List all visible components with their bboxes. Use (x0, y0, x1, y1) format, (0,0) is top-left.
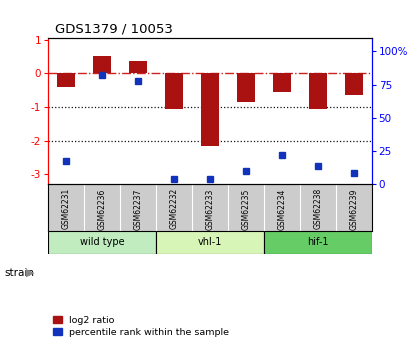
Text: vhl-1: vhl-1 (198, 237, 222, 247)
Bar (48, 230, 156, 254)
Text: GSM62232: GSM62232 (170, 188, 178, 229)
Text: GSM62239: GSM62239 (349, 188, 358, 229)
Bar (57, 73, 75, 88)
Bar (129, 60, 147, 73)
Bar (273, 73, 291, 92)
Bar (264, 230, 372, 254)
Bar (93, 56, 111, 73)
Text: ▶: ▶ (26, 268, 34, 277)
Text: GSM62238: GSM62238 (313, 188, 322, 229)
Bar (165, 73, 183, 109)
Bar (201, 73, 219, 146)
Bar (309, 73, 327, 109)
Text: wild type: wild type (80, 237, 124, 247)
Bar (156, 230, 264, 254)
Text: GSM62231: GSM62231 (62, 188, 71, 229)
Text: strain: strain (4, 268, 34, 277)
Text: GSM62234: GSM62234 (277, 188, 286, 229)
Text: GSM62233: GSM62233 (205, 188, 215, 229)
Text: GSM62235: GSM62235 (241, 188, 250, 229)
Text: hif-1: hif-1 (307, 237, 328, 247)
Text: GDS1379 / 10053: GDS1379 / 10053 (55, 22, 173, 36)
Text: GSM62237: GSM62237 (134, 188, 143, 229)
Legend: log2 ratio, percentile rank within the sample: log2 ratio, percentile rank within the s… (53, 316, 229, 337)
Bar (237, 73, 255, 102)
Text: GSM62236: GSM62236 (98, 188, 107, 229)
Bar (345, 73, 363, 95)
